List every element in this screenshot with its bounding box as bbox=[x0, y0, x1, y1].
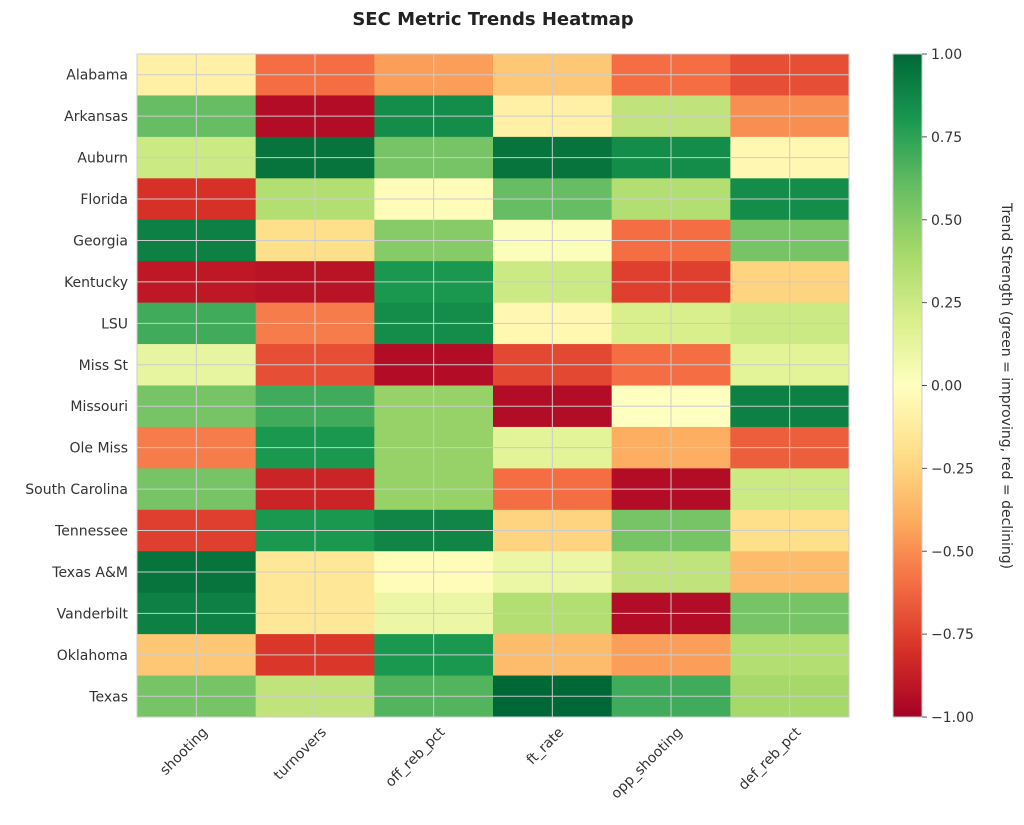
y-tick-label: Alabama bbox=[66, 68, 128, 84]
colorbar-tick-label: −0.25 bbox=[931, 461, 974, 477]
y-tick-label: Arkansas bbox=[64, 109, 128, 125]
colorbar-label: Trend Strength (green = improving, red =… bbox=[998, 202, 1014, 569]
x-axis-ticks: shooting turnovers off_reb_pct ft_rate opp_s… bbox=[157, 724, 805, 802]
heatmap-cells bbox=[137, 54, 850, 718]
y-tick-label: Tennessee bbox=[54, 524, 128, 540]
y-tick-label: Kentucky bbox=[64, 275, 128, 291]
colorbar-tick-label: 0.50 bbox=[931, 213, 962, 229]
y-tick-label: Georgia bbox=[73, 233, 128, 249]
colorbar-tick-label: −0.75 bbox=[931, 627, 974, 643]
colorbar-tick-label: −1.00 bbox=[931, 710, 974, 726]
y-tick-label: Texas A&M bbox=[51, 565, 128, 581]
colorbar bbox=[892, 53, 923, 718]
y-tick-label: Missouri bbox=[70, 399, 128, 415]
colorbar-ticks: 1.00 0.75 0.50 0.25 0.00 −0.25 −0.50 −0.75 −1.00 bbox=[922, 47, 974, 726]
y-tick-label: Texas bbox=[88, 689, 128, 705]
x-tick-label: def_reb_pct bbox=[736, 724, 805, 793]
x-tick-label: off_reb_pct bbox=[383, 724, 449, 790]
y-tick-label: South Carolina bbox=[25, 482, 128, 498]
y-axis-ticks: Alabama Arkansas Auburn Florida Georgia Kentu… bbox=[25, 68, 128, 706]
y-tick-label: Auburn bbox=[77, 151, 128, 167]
x-tick-label: turnovers bbox=[271, 725, 330, 784]
x-tick-label: opp_shooting bbox=[608, 725, 686, 803]
y-tick-label: Vanderbilt bbox=[57, 606, 129, 622]
heatmap-gridlines bbox=[137, 54, 849, 717]
colorbar-tick-label: 0.00 bbox=[931, 379, 962, 395]
y-tick-label: Oklahoma bbox=[57, 648, 128, 664]
x-tick-label: shooting bbox=[157, 725, 211, 779]
y-tick-label: Miss St bbox=[79, 358, 129, 374]
y-tick-label: Florida bbox=[80, 192, 128, 208]
colorbar-tick-label: 0.75 bbox=[931, 130, 962, 146]
plot-frame bbox=[136, 53, 850, 718]
colorbar-tick-label: −0.50 bbox=[931, 544, 974, 560]
x-tick-label: ft_rate bbox=[524, 725, 568, 769]
y-tick-label: LSU bbox=[101, 316, 128, 332]
colorbar-tick-label: 1.00 bbox=[931, 47, 962, 63]
chart-title: SEC Metric Trends Heatmap bbox=[352, 9, 633, 30]
colorbar-tick-label: 0.25 bbox=[931, 296, 962, 312]
y-tick-label: Ole Miss bbox=[69, 441, 128, 457]
